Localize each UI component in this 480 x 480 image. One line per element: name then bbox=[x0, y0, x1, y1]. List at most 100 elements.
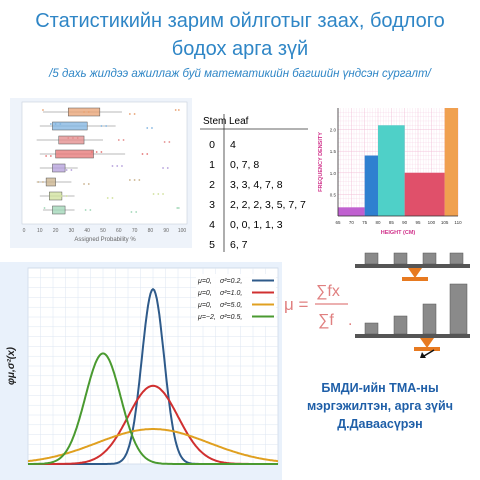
boxplot-point bbox=[152, 193, 155, 195]
boxplot-point bbox=[177, 207, 180, 209]
boxplot-point bbox=[133, 113, 136, 115]
histogram-xtick: 110 bbox=[454, 220, 462, 225]
boxplot-tick: 10 bbox=[37, 228, 43, 234]
histogram-xtick: 95 bbox=[415, 220, 421, 225]
boxplot-box bbox=[58, 135, 85, 145]
boxplot-point bbox=[70, 169, 73, 171]
histogram-bar bbox=[444, 108, 458, 216]
boxplot-point bbox=[122, 139, 125, 141]
boxplot-tick: 90 bbox=[163, 228, 169, 234]
boxplot-point bbox=[49, 123, 52, 125]
boxplot-tick: 70 bbox=[132, 228, 138, 234]
boxplot-point bbox=[83, 183, 85, 185]
boxplot-point bbox=[133, 179, 136, 181]
boxplot-point bbox=[141, 153, 144, 155]
boxplot-image: 0 10 20 30 40 50 60 70 80 90 100 Assigned Probabil… bbox=[10, 98, 192, 248]
boxplot-box bbox=[49, 191, 63, 201]
leaf-values: 6, 7 bbox=[230, 239, 248, 251]
histogram-xtick: 105 bbox=[441, 220, 449, 225]
histogram-xtick: 80 bbox=[375, 220, 381, 225]
histogram-xtick: 85 bbox=[389, 220, 395, 225]
formula-mu: μ = bbox=[284, 295, 309, 314]
boxplot-point bbox=[65, 169, 68, 171]
stem-value: 1 bbox=[209, 159, 215, 171]
boxplot-point bbox=[42, 181, 44, 183]
histogram-ylabel: FREQUENCY DENSITY bbox=[318, 132, 324, 192]
leaf-values: 3, 3, 4, 7, 8 bbox=[230, 179, 283, 191]
boxplot-point bbox=[163, 141, 166, 143]
boxplot-point bbox=[37, 181, 40, 183]
legend-mu: μ=0, bbox=[197, 290, 212, 297]
author-line2: мэргэжилтэн, арга зүйч bbox=[307, 399, 453, 413]
leaf-values: 0, 0, 1, 1, 3 bbox=[230, 219, 283, 231]
author-line3: Д.Даваасүрэн bbox=[337, 417, 423, 431]
stem-value: 2 bbox=[209, 179, 215, 191]
stem-value: 4 bbox=[209, 219, 215, 231]
boxplot-point bbox=[128, 179, 131, 181]
boxplot-box bbox=[52, 205, 66, 215]
histogram-ytick: 0.5 bbox=[330, 192, 337, 197]
legend-sigma: σ²=5.0, bbox=[220, 302, 242, 309]
boxplot-point bbox=[83, 111, 85, 113]
boxplot-tick: 80 bbox=[148, 228, 154, 234]
boxplot-point bbox=[49, 155, 52, 157]
boxplot-point bbox=[121, 165, 123, 167]
boxplot-point bbox=[100, 151, 103, 153]
histogram-ytick: 1.5 bbox=[330, 149, 337, 154]
boxplot-point bbox=[138, 179, 141, 181]
page-title-line2: бодох арга зүй bbox=[171, 38, 309, 60]
leaf-values: 2, 2, 2, 3, 5, 7, 7 bbox=[230, 199, 306, 211]
normal-curve bbox=[28, 352, 278, 465]
boxplot-point bbox=[162, 193, 164, 195]
formula-numerator: ∑fx bbox=[316, 283, 340, 300]
boxplot-point bbox=[151, 127, 153, 129]
boxplot-point bbox=[54, 123, 57, 125]
mean-formula: μ = ∑fx ∑f . bbox=[284, 283, 352, 329]
normal-ylabel: φμ,σ²(x) bbox=[6, 346, 17, 385]
legend-sigma: σ²=0.5, bbox=[220, 314, 242, 321]
boxplot-tick: 20 bbox=[53, 228, 59, 234]
boxplot-point bbox=[72, 137, 74, 139]
boxplot-point bbox=[146, 127, 149, 129]
boxplot-xlabel: Assigned Probability % bbox=[74, 237, 136, 243]
boxplot-point bbox=[128, 113, 131, 115]
histogram-bar bbox=[338, 207, 365, 216]
boxplot-point bbox=[168, 141, 171, 143]
histogram-xtick: 100 bbox=[428, 220, 436, 225]
boxplot-point bbox=[45, 155, 48, 157]
histogram-xtick: 75 bbox=[362, 220, 368, 225]
stem-header: Stem bbox=[203, 116, 226, 127]
histogram-image: 2.0 1.5 1.0 0.5 65 70 75 80 85 90 95 100 105 110 FRE… bbox=[312, 100, 462, 240]
boxplot-point bbox=[65, 195, 68, 197]
boxplot-box bbox=[55, 149, 94, 159]
normal-curves-image: μ=0, σ²=0.2, μ=0, σ²=1.0, μ=0, σ²=5.0, μ=−2, σ²… bbox=[0, 262, 282, 480]
legend-sigma: σ²=0.2, bbox=[220, 278, 242, 285]
formula-dot: . bbox=[348, 312, 352, 329]
lever-illustration bbox=[355, 252, 470, 358]
page-title-line1: Статистикийн зарим ойлготыг заах, бодлог… bbox=[35, 10, 445, 32]
boxplot-box bbox=[52, 121, 88, 131]
boxplot-point bbox=[100, 125, 103, 127]
boxplot-point bbox=[111, 197, 114, 199]
boxplot-point bbox=[135, 211, 138, 213]
histogram-xtick: 65 bbox=[335, 220, 341, 225]
boxplot-point bbox=[84, 209, 87, 211]
histogram-ytick: 1.0 bbox=[330, 171, 337, 176]
boxplot-point bbox=[59, 123, 62, 125]
boxplot-point bbox=[111, 165, 114, 167]
histogram-bar bbox=[364, 155, 378, 216]
leaf-values: 4 bbox=[230, 139, 236, 151]
histogram-bar bbox=[404, 172, 445, 216]
legend-mu: μ=0, bbox=[197, 278, 212, 285]
boxplot-box bbox=[52, 163, 66, 173]
boxplot-point bbox=[174, 109, 177, 111]
stem-value: 3 bbox=[209, 199, 215, 211]
boxplot-point bbox=[42, 109, 44, 111]
boxplot-point bbox=[117, 139, 120, 141]
boxplot-point bbox=[166, 167, 169, 169]
normal-curve bbox=[27, 428, 279, 463]
boxplot-tick: 100 bbox=[178, 228, 187, 234]
leaf-values: 0, 7, 8 bbox=[230, 159, 259, 171]
boxplot-point bbox=[177, 109, 180, 111]
boxplot-tick: 30 bbox=[69, 228, 75, 234]
